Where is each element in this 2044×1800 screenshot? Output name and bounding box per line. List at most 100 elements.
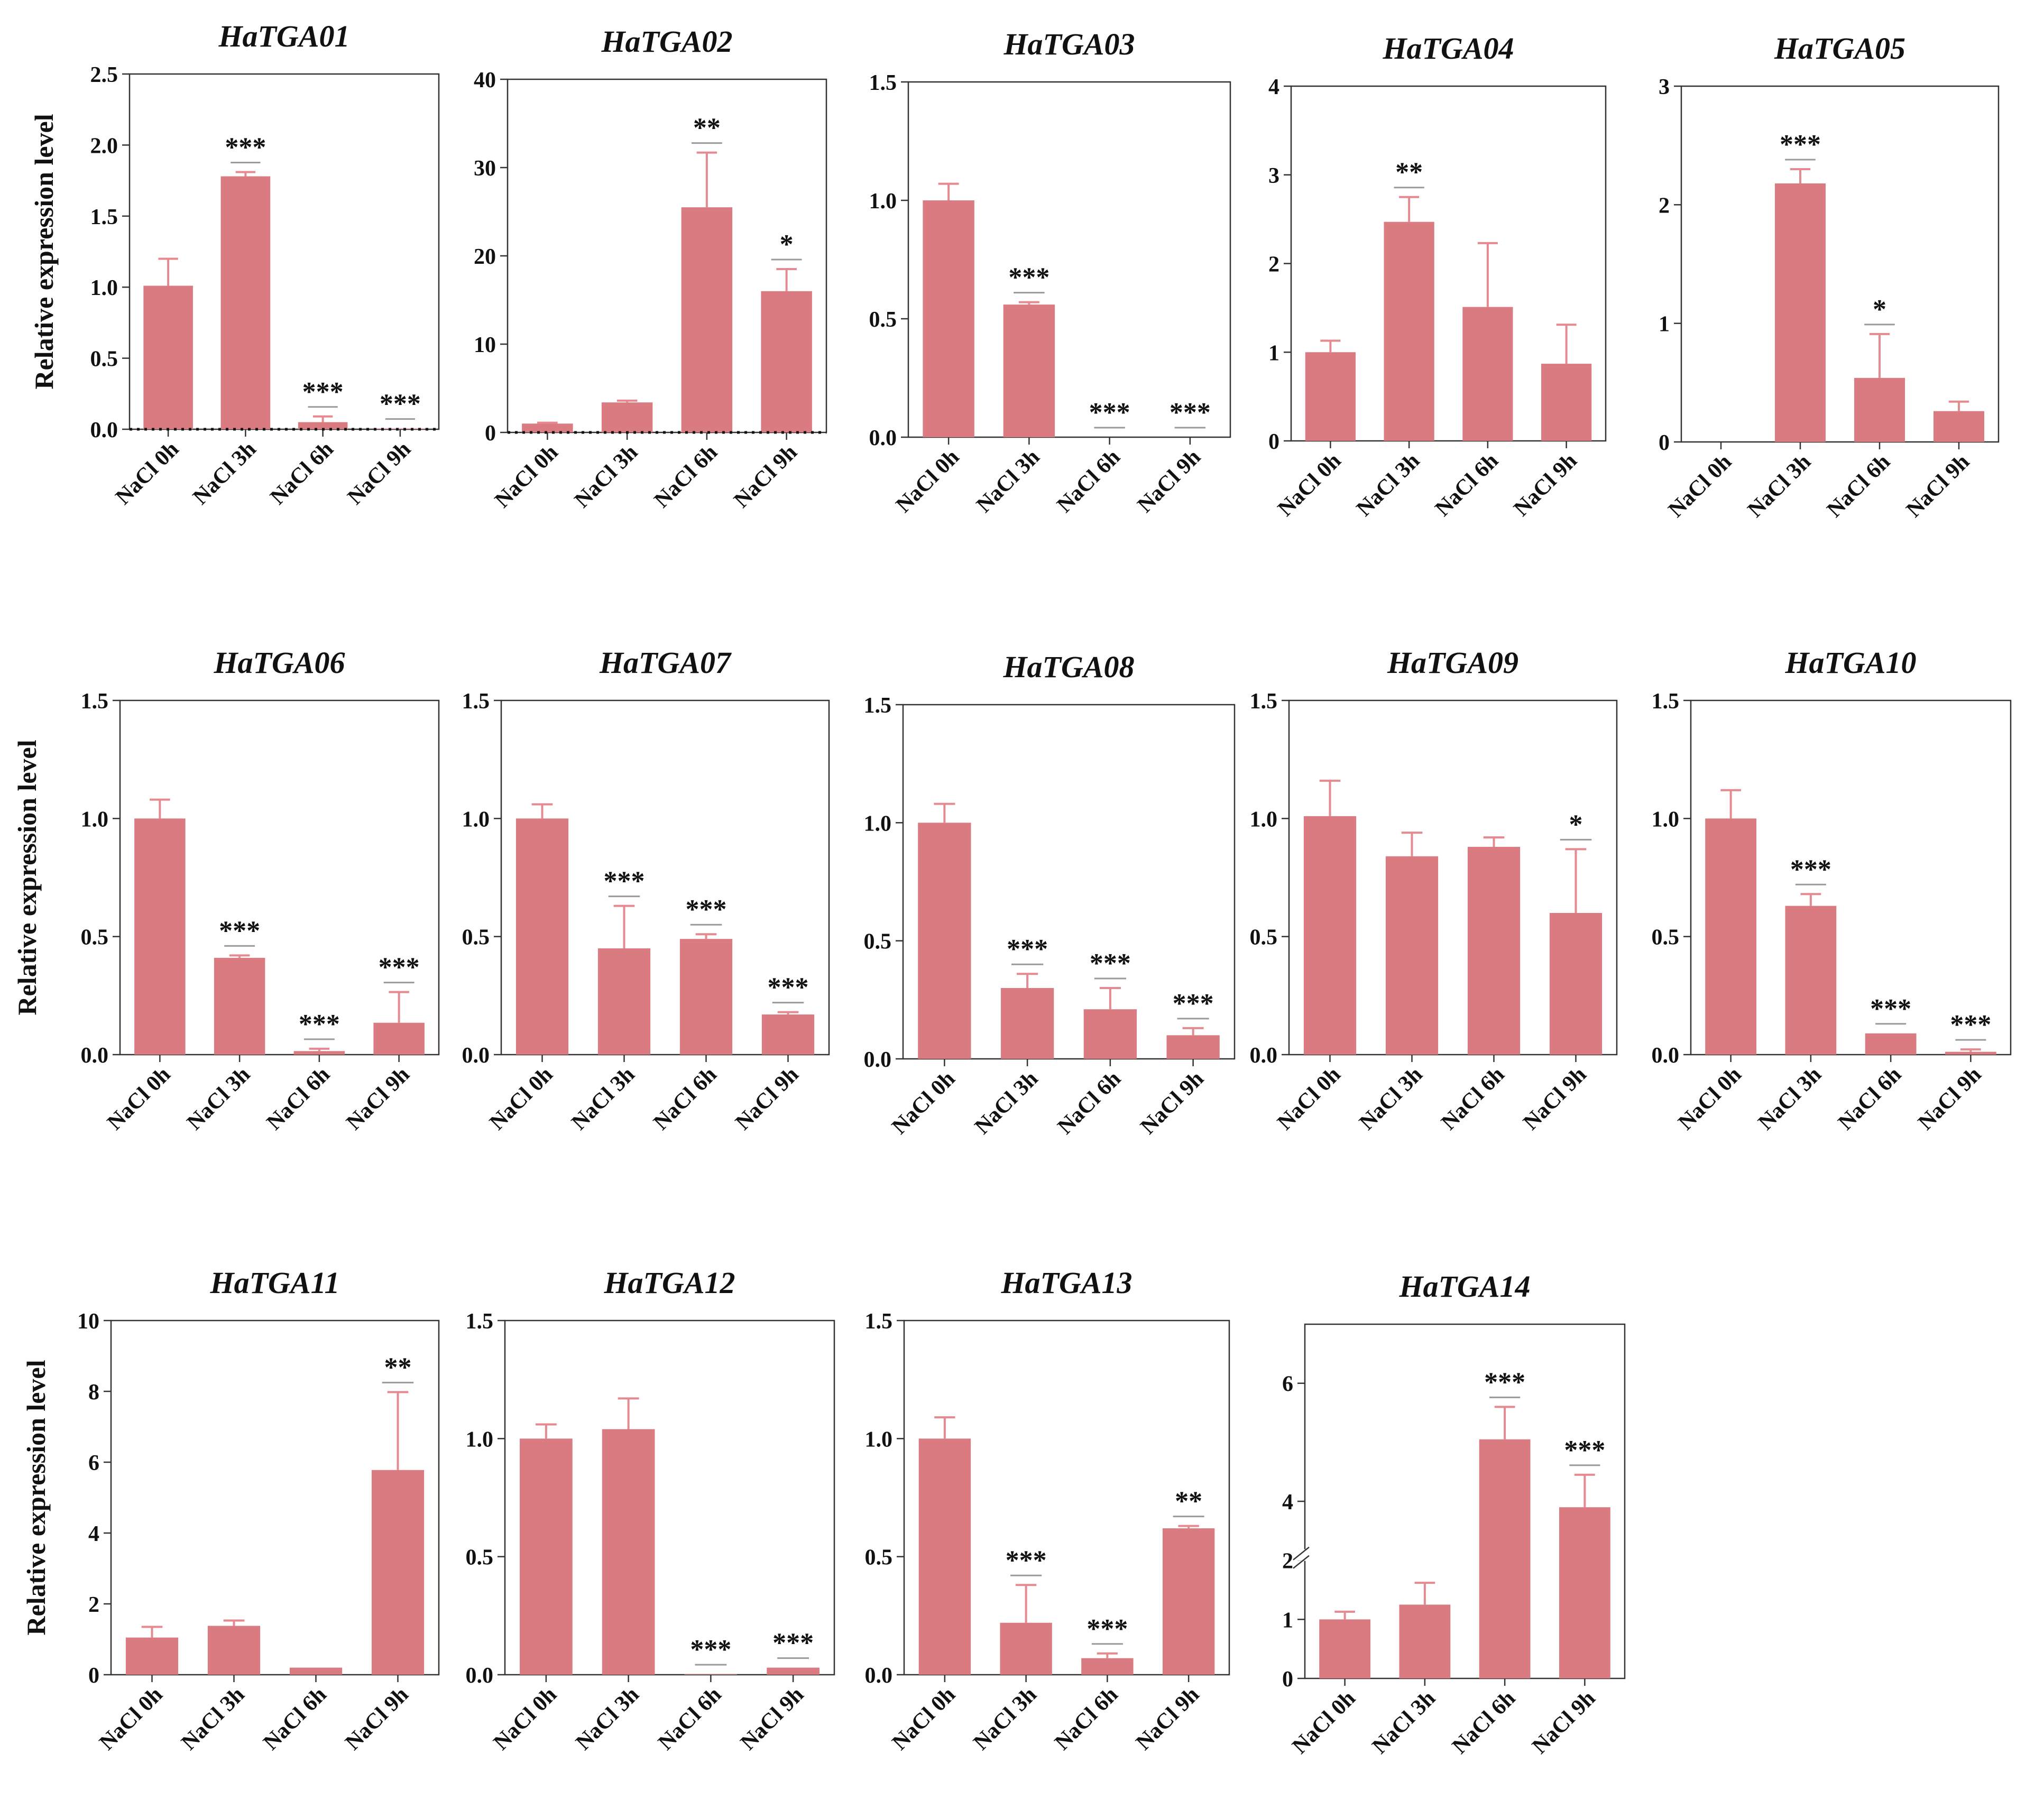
bar	[1785, 906, 1837, 1055]
chart-title: HaTGA01	[218, 19, 349, 53]
x-tick-label: NaCl 0h	[95, 1683, 167, 1755]
x-tick-label: NaCl 3h	[969, 1683, 1041, 1755]
bar	[1462, 307, 1513, 441]
x-tick-label: NaCl 0h	[1273, 449, 1346, 521]
y-tick-label: 2	[88, 1593, 99, 1617]
y-tick-label: 40	[474, 68, 496, 93]
x-tick-label: NaCl 9h	[1913, 1063, 1986, 1135]
y-tick-label: 6	[1282, 1372, 1293, 1397]
y-tick-label: 3	[1659, 75, 1670, 99]
x-tick-label: NaCl 3h	[188, 437, 261, 510]
bar	[1384, 221, 1434, 441]
x-tick-label: NaCl 0h	[1287, 1686, 1360, 1759]
significance-marker: ***	[1780, 130, 1821, 160]
x-tick-label: NaCl 6h	[262, 1063, 335, 1135]
y-axis-label: Relative expression level	[29, 114, 59, 389]
y-tick-label: 4	[88, 1522, 99, 1546]
significance-marker: ***	[299, 1009, 340, 1039]
x-tick-label: NaCl 0h	[103, 1063, 175, 1135]
bar	[1933, 411, 1984, 442]
y-tick-label: 1.5	[865, 1309, 893, 1334]
y-tick-label: 0.5	[1652, 926, 1680, 950]
y-tick-label: 0.0	[1250, 1044, 1278, 1068]
significance-marker: **	[1395, 158, 1423, 188]
bar	[1854, 377, 1905, 442]
y-tick-label: 2	[1268, 253, 1279, 277]
chart-hatga09: HaTGA09 0.0 0.5 1.0 1.5 NaCl 0h NaCl 3h NaCl 6h…	[1250, 645, 1618, 1135]
y-tick-label: 3	[1268, 164, 1279, 188]
chart-hatga11: HaTGA11 0 2 4 6 8 10 Relative expression level N…	[21, 1266, 440, 1755]
bar	[684, 1674, 738, 1675]
x-tick-label: NaCl 6h	[653, 1683, 726, 1755]
x-tick-label: NaCl 9h	[340, 1683, 413, 1755]
chart-title: HaTGA06	[213, 645, 345, 680]
x-tick-label: NaCl 0h	[111, 437, 183, 510]
chart-title: HaTGA05	[1774, 31, 1905, 66]
significance-marker: ***	[380, 389, 421, 419]
axis-break-mark	[1293, 1546, 1310, 1561]
bar	[1305, 352, 1356, 441]
bar	[520, 1438, 573, 1675]
plot-frame	[500, 699, 830, 1056]
bar	[1003, 304, 1055, 437]
bar	[1559, 1507, 1610, 1678]
plot-frame	[504, 1319, 835, 1676]
y-tick-label: 0.0	[466, 1664, 494, 1688]
y-tick-label: 4	[1268, 75, 1279, 99]
y-tick-label: 0	[485, 421, 496, 446]
y-tick-label: 0.0	[81, 1044, 109, 1068]
x-tick-label: NaCl 0h	[888, 1683, 960, 1755]
bar	[289, 1667, 343, 1675]
x-tick-label: NaCl 3h	[972, 445, 1044, 518]
chart-title: HaTGA14	[1398, 1269, 1530, 1304]
x-tick-label: NaCl 6h	[649, 1063, 721, 1135]
x-tick-label: NaCl 0h	[887, 1067, 960, 1139]
y-tick-label: 1.0	[90, 276, 118, 300]
significance-marker: ***	[768, 973, 809, 1003]
y-tick-label: 10	[77, 1309, 99, 1334]
chart-title: HaTGA10	[1784, 645, 1916, 680]
x-tick-label: NaCl 6h	[1053, 1067, 1126, 1139]
significance-marker: ***	[1170, 398, 1211, 428]
x-tick-label: NaCl 3h	[182, 1063, 255, 1135]
x-tick-label: NaCl 3h	[177, 1683, 249, 1755]
y-tick-label: 2	[1282, 1549, 1293, 1574]
plot-frame	[128, 73, 440, 430]
y-tick-label: 2	[1659, 193, 1670, 218]
bar	[522, 423, 573, 432]
y-tick-label: 0.5	[869, 308, 897, 332]
bar	[298, 422, 348, 429]
significance-marker: *	[1873, 294, 1886, 325]
x-tick-label: NaCl 9h	[1133, 445, 1205, 518]
x-tick-label: NaCl 6h	[650, 440, 722, 513]
chart-hatga04: HaTGA04 0 1 2 3 4 NaCl 0h ** NaCl 3h NaCl 6h NaCl …	[1268, 31, 1607, 521]
chart-title: HaTGA02	[601, 24, 732, 59]
bar	[602, 1429, 655, 1675]
chart-title: HaTGA13	[1000, 1266, 1132, 1300]
x-tick-label: NaCl 6h	[1431, 449, 1503, 521]
x-tick-label: NaCl 6h	[1834, 1063, 1906, 1135]
chart-hatga02: HaTGA02 0 10 20 30 40 NaCl 0h NaCl 3h ** NaCl 6h *…	[474, 24, 827, 513]
x-tick-label: NaCl 9h	[1527, 1686, 1600, 1759]
plot-frame	[903, 1319, 1230, 1676]
significance-marker: **	[693, 113, 721, 143]
plot-frame	[1680, 85, 2000, 443]
bar	[918, 823, 971, 1059]
y-tick-label: 0.5	[864, 930, 892, 954]
bar	[767, 1667, 820, 1675]
y-tick-label: 10	[474, 333, 496, 357]
significance-marker: ***	[1090, 948, 1131, 979]
x-tick-label: NaCl 0h	[485, 1063, 557, 1135]
y-tick-label: 1	[1282, 1608, 1293, 1632]
significance-marker: *	[1569, 809, 1583, 839]
y-tick-label: 0.0	[864, 1048, 892, 1072]
x-tick-label: NaCl 9h	[1131, 1683, 1204, 1755]
bar	[293, 1051, 345, 1055]
y-tick-label: 30	[474, 156, 496, 181]
bar	[601, 402, 653, 432]
chart-title: HaTGA03	[1003, 27, 1135, 61]
significance-marker: ***	[1006, 1545, 1047, 1575]
x-tick-label: NaCl 0h	[489, 1683, 561, 1755]
plot-frame	[110, 1319, 440, 1676]
